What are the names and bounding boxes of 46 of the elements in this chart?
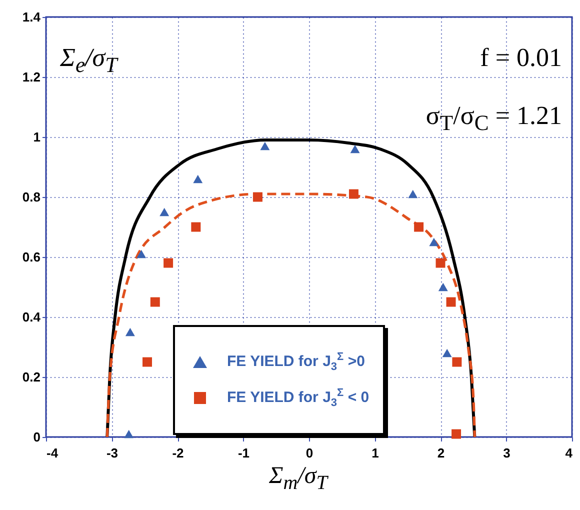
point	[260, 142, 270, 150]
point	[442, 348, 452, 358]
legend-label: FE YIELD for J$_{3}$$^{Σ}$ >0	[227, 351, 365, 373]
y-tick-label: 1.2	[22, 70, 40, 84]
annotation: σ$_{T}$/σ$_{C}$ = 1.21	[426, 101, 562, 136]
y-tick-label: 0.2	[22, 370, 40, 384]
point	[350, 144, 360, 154]
point	[142, 357, 152, 367]
point	[446, 297, 456, 307]
point	[429, 238, 439, 246]
x-tick-label: 4	[565, 446, 574, 460]
x-tick-label: -2	[172, 446, 184, 460]
point	[348, 189, 358, 199]
point	[452, 429, 462, 439]
y-tick-label: 0.4	[22, 310, 42, 324]
x-axis-title: Σ$_{m}$/σ$_{T}$	[269, 463, 328, 495]
point	[414, 222, 424, 232]
point	[408, 190, 418, 198]
point	[438, 282, 448, 292]
point	[252, 192, 262, 202]
point	[150, 297, 160, 307]
point	[124, 430, 134, 438]
y-axis-title: Σ$_{e}$/σ$_{T}$	[60, 43, 118, 78]
point	[436, 258, 446, 268]
x-tick-label: 1	[372, 446, 379, 460]
x-tick-label: -4	[46, 446, 59, 460]
x-tick-label: 2	[437, 446, 445, 460]
y-tick-label: 1.4	[22, 10, 42, 24]
point	[164, 258, 174, 268]
y-tick-label: 0.6	[22, 250, 40, 264]
point	[160, 208, 170, 216]
legend-label: FE YIELD for J$_{3}$$^{Σ}$ < 0	[227, 387, 370, 409]
y-tick-label: 1	[33, 130, 40, 144]
point	[136, 250, 146, 258]
annotation: f = 0.01	[480, 43, 562, 73]
point	[125, 328, 135, 336]
line-series	[106, 192, 476, 438]
point	[452, 357, 462, 367]
x-tick-label: 0	[306, 446, 314, 460]
x-tick-label: 3	[503, 446, 510, 460]
x-tick-label: -3	[106, 446, 118, 460]
x-tick-label: -1	[238, 446, 250, 460]
y-tick-label: 0	[33, 430, 40, 444]
y-tick-label: 0.8	[22, 190, 40, 204]
point	[193, 174, 203, 184]
point	[191, 222, 201, 232]
